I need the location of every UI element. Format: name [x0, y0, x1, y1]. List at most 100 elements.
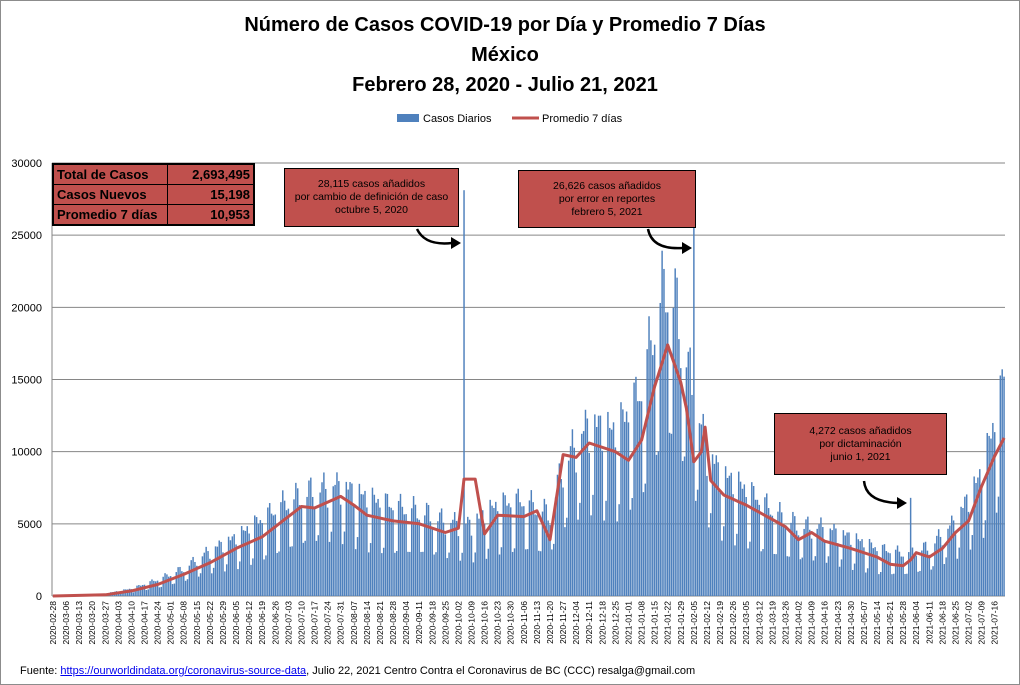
bar	[552, 543, 555, 596]
bar	[588, 452, 590, 596]
source-link[interactable]: https://ourworldindata.org/coronavirus-s…	[60, 665, 307, 677]
bar	[709, 513, 712, 596]
bar	[599, 415, 602, 596]
x-tick-label: 2020-10-23	[493, 601, 503, 645]
bar	[908, 552, 910, 596]
bar	[564, 527, 566, 596]
bar	[450, 522, 452, 596]
x-tick-label: 2020-07-24	[323, 601, 333, 645]
bar	[681, 461, 684, 596]
bar	[743, 484, 746, 596]
bar	[678, 339, 680, 596]
bar	[973, 476, 975, 596]
bar	[235, 544, 237, 596]
bar	[833, 523, 835, 596]
bar	[921, 550, 923, 596]
bar	[541, 511, 544, 596]
x-tick-label: 2021-05-07	[859, 601, 869, 645]
bar	[326, 507, 329, 596]
bar	[874, 547, 876, 596]
bar	[657, 451, 660, 596]
x-tick-label: 2021-01-29	[676, 601, 686, 645]
bar	[595, 426, 598, 596]
bar	[239, 561, 241, 596]
x-tick-label: 2021-01-08	[637, 601, 647, 645]
bar	[306, 496, 308, 596]
bar	[616, 521, 618, 596]
bar	[560, 479, 562, 596]
bar	[902, 556, 904, 596]
bar	[820, 517, 822, 596]
x-tick-label: 2020-10-09	[467, 601, 477, 645]
bar	[700, 424, 703, 596]
bar	[424, 515, 426, 596]
bar	[814, 556, 817, 596]
bar	[995, 512, 998, 596]
bar	[244, 530, 247, 596]
bar	[315, 540, 318, 596]
bar	[906, 573, 908, 596]
bar	[915, 555, 917, 596]
bar	[924, 541, 927, 596]
x-tick-label: 2021-01-01	[623, 601, 633, 645]
x-tick-label: 2020-10-30	[506, 601, 516, 645]
bar	[543, 498, 546, 596]
bar	[698, 423, 701, 596]
avg-line	[52, 343, 1006, 598]
bar	[199, 573, 202, 596]
bar	[418, 519, 420, 596]
bar	[455, 520, 458, 596]
bar	[865, 572, 867, 596]
bar	[308, 480, 310, 596]
bar	[965, 494, 968, 596]
bar	[956, 558, 959, 596]
bar	[240, 526, 243, 596]
bar	[439, 512, 441, 596]
bar	[945, 557, 947, 596]
x-tick-label: 2020-12-25	[610, 601, 620, 645]
bar	[777, 511, 779, 596]
bar	[328, 541, 331, 596]
bar	[246, 526, 249, 596]
bar	[745, 497, 747, 596]
bar	[186, 579, 189, 596]
x-tick-label: 2021-06-25	[950, 601, 960, 645]
bar	[893, 573, 895, 596]
bar	[769, 514, 772, 596]
stats-value: 2,693,495	[167, 163, 255, 185]
bar	[728, 475, 731, 596]
bar	[584, 409, 587, 596]
x-tick-label: 2021-02-26	[728, 601, 738, 645]
bar	[237, 569, 239, 596]
bar	[384, 493, 387, 596]
bar	[988, 435, 990, 596]
annotation-line: junio 1, 2021	[830, 450, 891, 463]
bar	[930, 569, 932, 596]
bar	[556, 474, 559, 596]
x-tick-label: 2021-03-19	[767, 601, 777, 645]
bar	[227, 536, 230, 596]
legend-label-line: Promedio 7 días	[542, 113, 623, 125]
bar	[478, 518, 480, 596]
bar	[179, 566, 181, 596]
bar	[194, 561, 196, 596]
bar	[766, 493, 768, 596]
bar	[838, 566, 841, 596]
bar	[425, 502, 428, 596]
x-tick-label: 2020-05-15	[192, 601, 202, 645]
bar	[382, 547, 385, 596]
bar	[825, 562, 828, 596]
x-tick-label: 2021-04-16	[820, 601, 830, 645]
bar	[861, 539, 863, 596]
y-tick-label: 0	[36, 591, 42, 603]
bar	[711, 454, 714, 596]
x-tick-label: 2020-12-18	[597, 601, 607, 645]
bar	[164, 573, 166, 596]
bar	[222, 552, 224, 596]
x-tick-label: 2020-04-10	[126, 601, 136, 645]
stats-value: 15,198	[167, 184, 255, 205]
bar	[304, 540, 306, 596]
bar	[420, 551, 422, 596]
bar	[644, 483, 647, 596]
x-tick-label: 2020-10-16	[480, 601, 490, 645]
